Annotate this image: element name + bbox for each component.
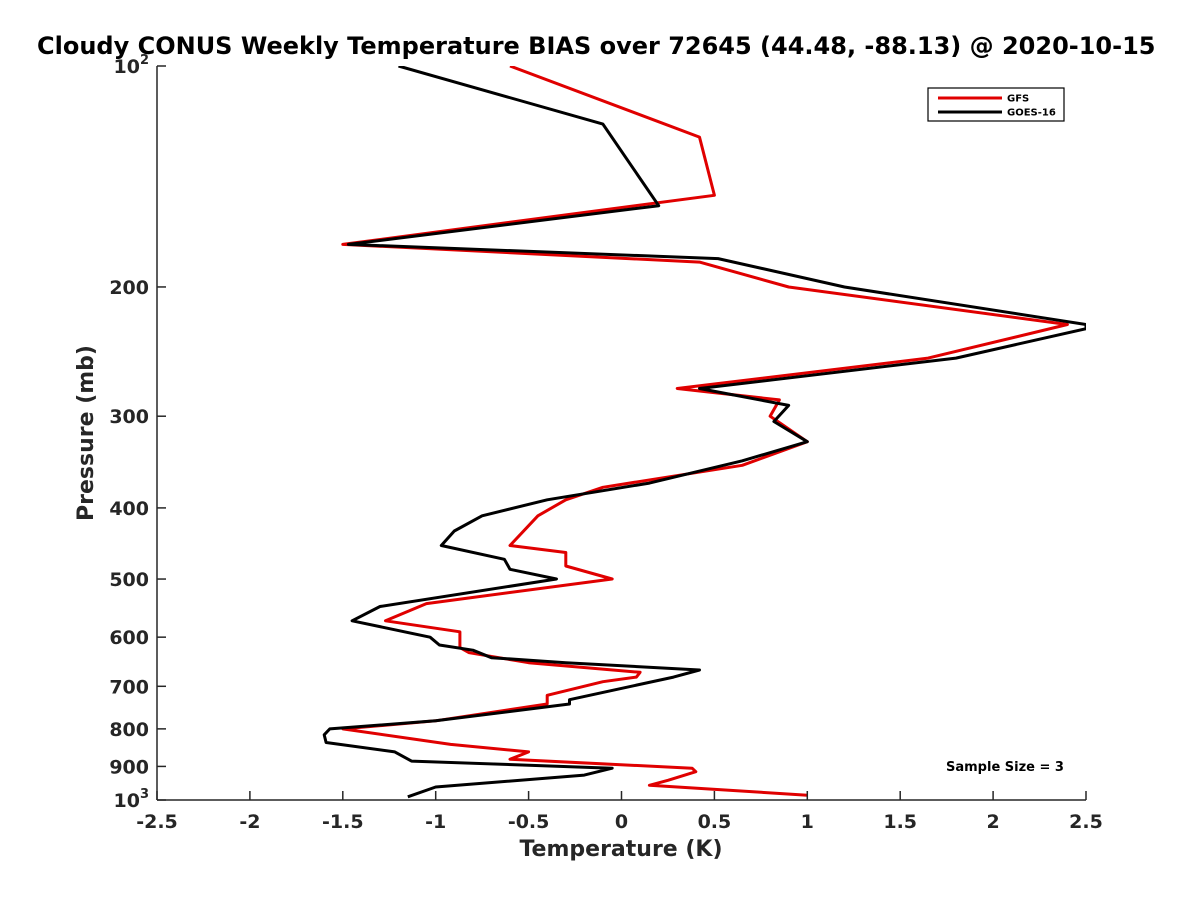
series-line-gfs xyxy=(341,66,1069,797)
x-tick-label: -2.5 xyxy=(136,811,178,833)
y-tick-label: 700 xyxy=(109,676,149,698)
x-axis-label: Temperature (K) xyxy=(519,837,722,862)
y-tick-label: 400 xyxy=(109,498,149,520)
sample-size-annotation: Sample Size = 3 xyxy=(946,760,1064,775)
x-tick-label: 2 xyxy=(986,811,999,833)
legend-label: GFS xyxy=(1007,94,1029,105)
legend-label: GOES-16 xyxy=(1007,108,1056,119)
x-tick-label: 1.5 xyxy=(883,811,917,833)
y-tick-label: 500 xyxy=(109,569,149,591)
y-axis-label: Pressure (mb) xyxy=(74,345,99,521)
x-tick-label: 1 xyxy=(801,811,814,833)
legend-box xyxy=(927,87,1065,122)
legend: GFS GOES-16 xyxy=(927,87,1065,122)
series-layer xyxy=(322,66,1086,799)
chart-title: Cloudy CONUS Weekly Temperature BIAS ove… xyxy=(37,32,1155,60)
y-tick-label: 300 xyxy=(109,406,149,428)
y-tick-label: 600 xyxy=(109,627,149,649)
y-tick-label: 103 xyxy=(114,787,150,812)
series-line-goes-16 xyxy=(322,66,1086,799)
x-tick-label: -1.5 xyxy=(322,811,364,833)
axes-layer: -2.5 -2 -1.5 -1 -0.5 0 0.5 1 1.5 2 2.5 102 200 300 400… xyxy=(109,53,1103,833)
plot-area: -2.5 -2 -1.5 -1 -0.5 0 0.5 1 1.5 2 2.5 102 200 300 400… xyxy=(109,53,1103,833)
x-tick-label: -2 xyxy=(239,811,260,833)
x-tick-label: -1 xyxy=(425,811,446,833)
x-tick-label: 0 xyxy=(615,811,628,833)
y-tick-label: 800 xyxy=(109,719,149,741)
y-tick-label: 102 xyxy=(114,53,150,78)
x-tick-label: 0.5 xyxy=(698,811,732,833)
y-tick-label: 200 xyxy=(109,277,149,299)
x-tick-label: -0.5 xyxy=(508,811,550,833)
x-tick-label: 2.5 xyxy=(1069,811,1103,833)
y-tick-label: 900 xyxy=(109,756,149,778)
